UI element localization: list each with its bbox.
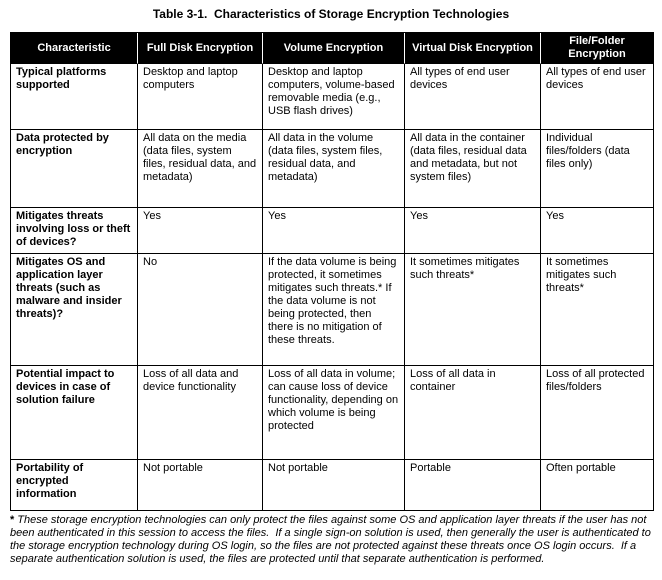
- table-cell: Desktop and laptop computers: [138, 64, 263, 130]
- table-cell: Individual files/folders (data files onl…: [541, 130, 653, 208]
- table-cell: If the data volume is being protected, i…: [263, 254, 405, 366]
- table-footnote: * These storage encryption technologies c…: [10, 514, 652, 566]
- table-cell: All types of end user devices: [541, 64, 653, 130]
- table-cell: Not portable: [138, 460, 263, 510]
- table-cell: Portable: [405, 460, 541, 510]
- table-row: Potential impact to devices in case of s…: [11, 366, 653, 460]
- table-cell: All data in the container (data files, r…: [405, 130, 541, 208]
- table-row: Typical platforms supported Desktop and …: [11, 64, 653, 130]
- document-page: Table 3-1. Characteristics of Storage En…: [10, 7, 654, 566]
- table-cell: Yes: [263, 208, 405, 254]
- table-row: Mitigates threats involving loss or thef…: [11, 208, 653, 254]
- table-row: Mitigates OS and application layer threa…: [11, 254, 653, 366]
- column-header-file-folder-encryption: File/Folder Encryption: [541, 33, 653, 64]
- table-cell: Yes: [541, 208, 653, 254]
- table-cell: Loss of all data and device functionalit…: [138, 366, 263, 460]
- table-cell: All data on the media (data files, syste…: [138, 130, 263, 208]
- column-header-virtual-disk-encryption: Virtual Disk Encryption: [405, 33, 541, 64]
- column-header-characteristic: Characteristic: [11, 33, 138, 64]
- table-title: Table 3-1. Characteristics of Storage En…: [152, 7, 510, 21]
- table-cell: Loss of all protected files/folders: [541, 366, 653, 460]
- table-cell: Loss of all data in volume; can cause lo…: [263, 366, 405, 460]
- table-cell: All data in the volume (data files, syst…: [263, 130, 405, 208]
- table-cell: Desktop and laptop computers, volume-bas…: [263, 64, 405, 130]
- table-row: Data protected by encryption All data on…: [11, 130, 653, 208]
- row-label: Potential impact to devices in case of s…: [11, 366, 138, 460]
- table-cell: Not portable: [263, 460, 405, 510]
- table-cell: All types of end user devices: [405, 64, 541, 130]
- row-label: Mitigates threats involving loss or thef…: [11, 208, 138, 254]
- table-cell: It sometimes mitigates such threats*: [405, 254, 541, 366]
- footnote-asterisk: *: [10, 514, 15, 526]
- row-label: Typical platforms supported: [11, 64, 138, 130]
- column-header-volume-encryption: Volume Encryption: [263, 33, 405, 64]
- row-label: Mitigates OS and application layer threa…: [11, 254, 138, 366]
- footnote-text: These storage encryption technologies ca…: [10, 514, 654, 565]
- table-cell: Yes: [405, 208, 541, 254]
- table-cell: No: [138, 254, 263, 366]
- table-cell: Often portable: [546, 462, 616, 474]
- storage-encryption-table: Characteristic Full Disk Encryption Volu…: [10, 32, 654, 511]
- table-cell: Yes: [138, 208, 263, 254]
- table-cell: Loss of all data in container: [405, 366, 541, 460]
- table-row: Portability of encrypted information Not…: [11, 460, 653, 510]
- row-label: Portability of encrypted information: [11, 460, 138, 510]
- column-header-full-disk-encryption: Full Disk Encryption: [138, 33, 263, 64]
- table-header-row: Characteristic Full Disk Encryption Volu…: [11, 33, 653, 64]
- table-cell: It sometimes mitigates such threats*: [541, 254, 653, 366]
- row-label: Data protected by encryption: [11, 130, 138, 208]
